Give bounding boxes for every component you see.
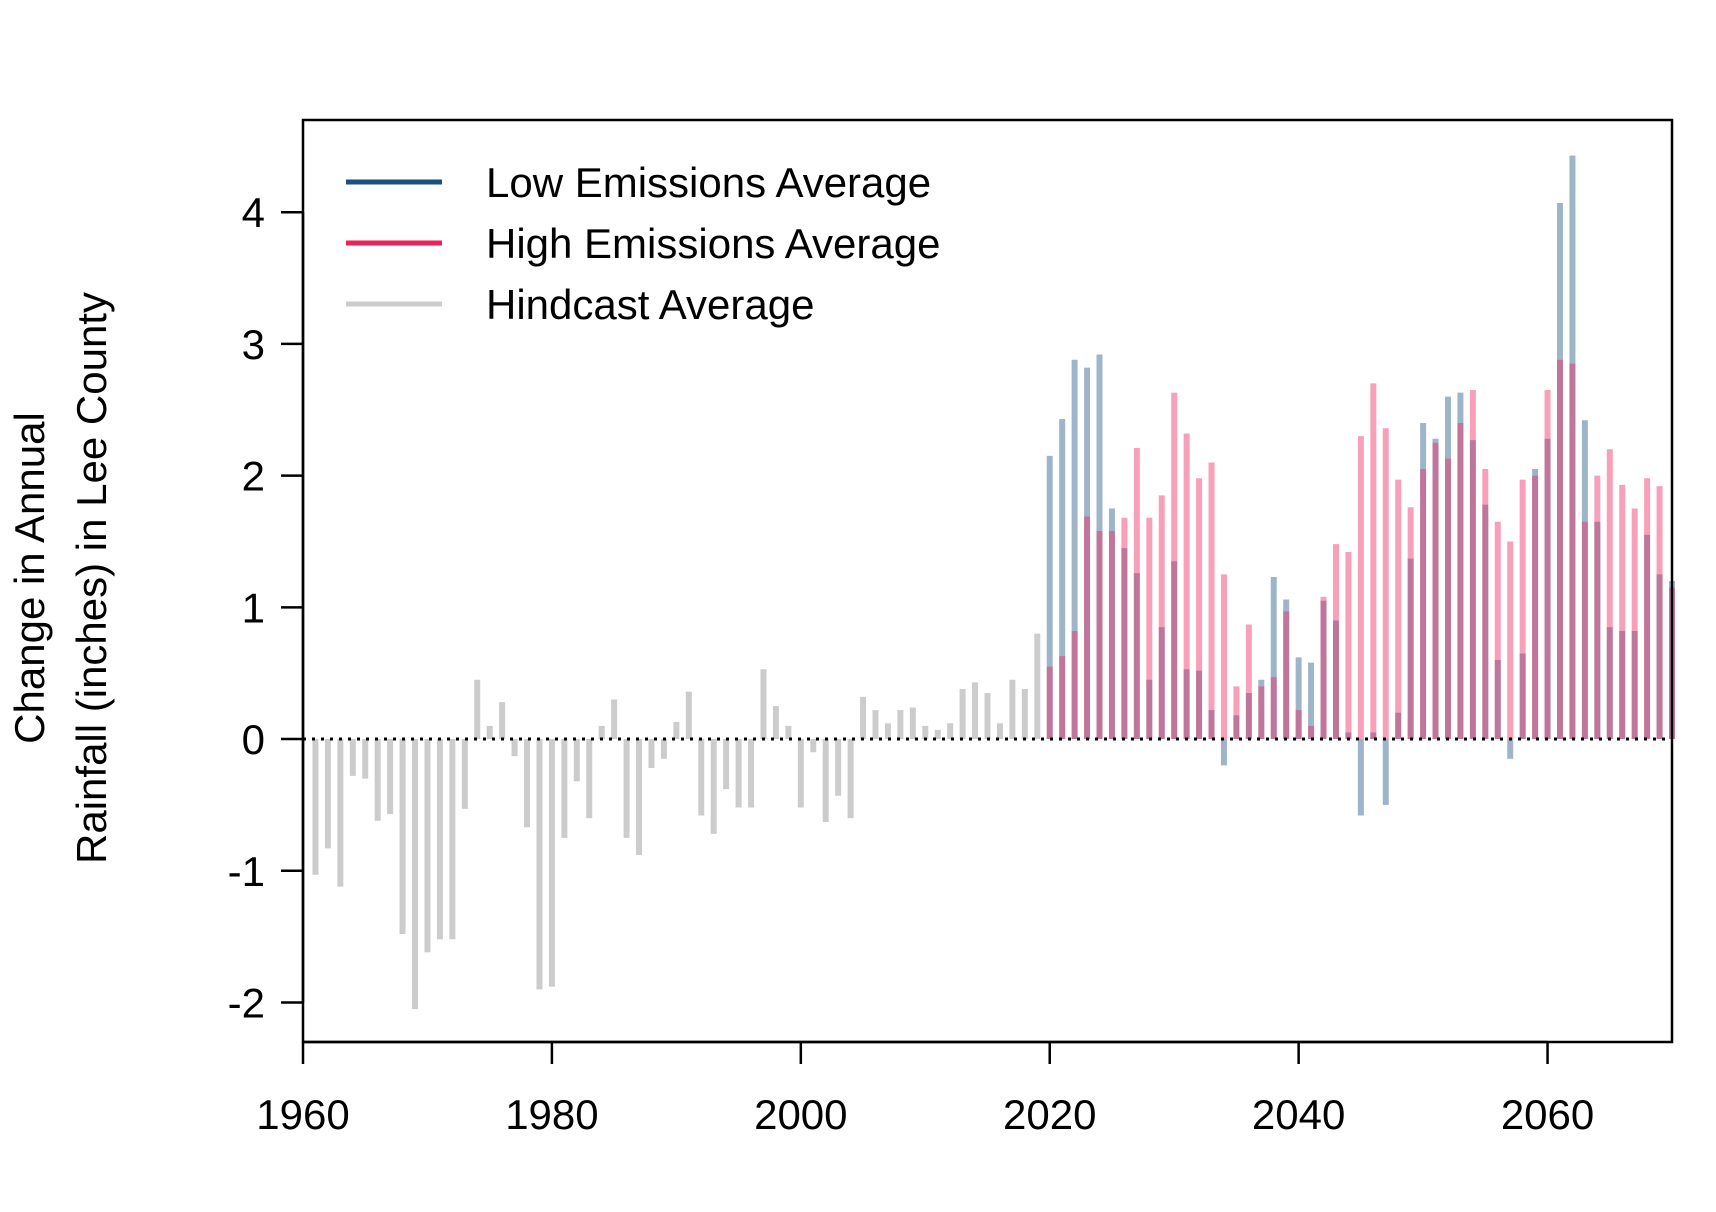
- y-axis-label-line-2: Rainfall (inches) in Lee County: [68, 292, 115, 864]
- x-tick-label: 1960: [256, 1091, 349, 1138]
- y-tick-label: 0: [242, 716, 265, 763]
- y-tick-label: 3: [242, 321, 265, 368]
- y-axis: -2 -1 0 1 2 3 4: [228, 189, 305, 1026]
- y-tick-label: -2: [228, 979, 265, 1026]
- y-tick-label: -1: [228, 848, 265, 895]
- legend: Low Emissions Average High Emissions Aver…: [346, 159, 940, 328]
- y-axis-label-line-1: Change in Annual: [6, 412, 53, 744]
- high-emissions-bars: [1046, 359, 1675, 740]
- x-tick-label: 2040: [1252, 1091, 1345, 1138]
- x-tick-label: 2060: [1501, 1091, 1594, 1138]
- legend-label-low-emissions-average: Low Emissions Average: [486, 159, 931, 206]
- legend-label-hindcast-average: Hindcast Average: [486, 281, 814, 328]
- x-tick-label: 1980: [505, 1091, 598, 1138]
- y-tick-label: 1: [242, 584, 265, 631]
- legend-label-high-emissions-average: High Emissions Average: [486, 220, 940, 267]
- x-tick-label: 2000: [754, 1091, 847, 1138]
- y-tick-label: 4: [242, 189, 265, 236]
- hindcast-bars: [312, 633, 1041, 1010]
- low-emissions-bars: [1046, 155, 1675, 816]
- x-axis: 1960 1980 2000 2020 2040 2060: [256, 1040, 1594, 1138]
- x-tick-label: 2020: [1003, 1091, 1096, 1138]
- y-tick-label: 2: [242, 453, 265, 500]
